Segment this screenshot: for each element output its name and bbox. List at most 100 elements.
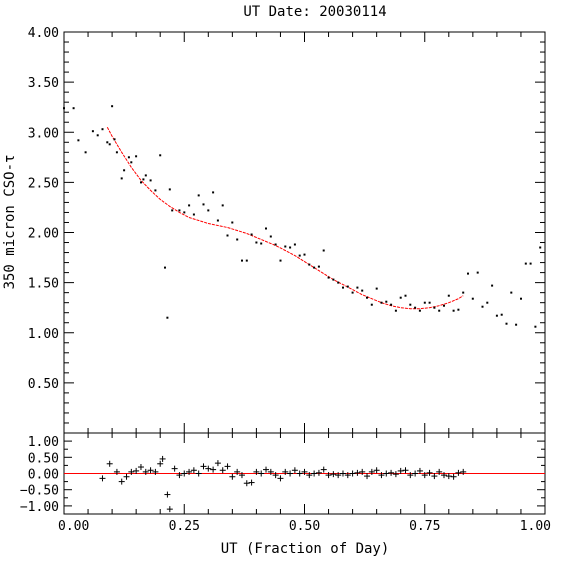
data-point xyxy=(115,151,118,154)
residual-point xyxy=(195,470,202,477)
residual-point xyxy=(210,466,217,473)
main-plot-panel: 4.00 3.50 3.00 2.50 2.00 1.50 1.00 0.50 xyxy=(28,26,546,434)
data-point xyxy=(197,194,200,197)
x-tick-label: 0.25 xyxy=(169,519,200,534)
data-point xyxy=(366,296,368,299)
data-point xyxy=(265,227,267,230)
main-y-tick-label: 1.50 xyxy=(28,277,59,292)
data-point xyxy=(524,262,527,265)
data-point xyxy=(486,301,489,304)
residual-point xyxy=(306,472,313,479)
data-point xyxy=(111,105,114,108)
residual-point xyxy=(287,470,294,477)
data-point xyxy=(159,154,162,157)
data-point xyxy=(433,306,436,309)
residual-y-tick-label: 1.00 xyxy=(28,435,59,450)
residual-point xyxy=(229,473,236,480)
data-point xyxy=(123,169,126,172)
fit-curve-line xyxy=(106,126,464,310)
data-point xyxy=(106,141,109,144)
data-point xyxy=(269,235,272,238)
residual-y-tick-label: −1.00 xyxy=(20,500,59,515)
residual-point xyxy=(412,470,419,477)
residual-point xyxy=(159,455,166,462)
residual-point xyxy=(339,470,346,477)
data-point xyxy=(140,181,142,184)
data-point xyxy=(245,259,248,262)
residual-point xyxy=(152,468,159,475)
data-point xyxy=(142,178,145,181)
data-point xyxy=(221,204,224,207)
residual-point xyxy=(421,472,428,479)
residual-point xyxy=(282,468,289,475)
residual-point xyxy=(267,468,274,475)
data-point xyxy=(241,259,243,262)
data-point xyxy=(168,188,171,191)
data-point xyxy=(438,309,441,312)
residual-point xyxy=(344,472,351,479)
data-point xyxy=(399,296,402,299)
fit-curve xyxy=(106,126,464,310)
residual-point xyxy=(253,468,260,475)
data-point xyxy=(375,287,378,290)
data-point xyxy=(188,204,191,207)
data-point xyxy=(529,262,532,265)
residual-points xyxy=(99,455,467,513)
data-point xyxy=(447,294,450,297)
residual-point xyxy=(123,473,130,480)
main-y-tick-label: 2.50 xyxy=(28,176,59,191)
data-point xyxy=(72,107,75,110)
residual-point xyxy=(133,467,140,474)
data-point xyxy=(127,156,130,159)
data-point xyxy=(471,297,474,300)
residual-point xyxy=(436,468,443,475)
residual-y-tick-label: 0.00 xyxy=(28,468,59,483)
y-axis-title: 350 micron CSO-τ xyxy=(2,155,18,290)
data-point xyxy=(443,304,445,307)
data-point xyxy=(274,243,277,246)
residual-point xyxy=(263,466,270,473)
residual-point xyxy=(368,468,375,475)
chart-title: UT Date: 20030114 xyxy=(243,4,386,20)
x-tick-label: 0.50 xyxy=(289,519,320,534)
residual-point xyxy=(402,467,409,474)
residual-point xyxy=(113,468,120,475)
data-point xyxy=(539,246,542,249)
residual-point xyxy=(315,469,322,476)
data-point xyxy=(113,138,116,141)
data-point xyxy=(394,309,397,312)
residual-point xyxy=(335,472,342,479)
data-point xyxy=(284,245,287,248)
data-point xyxy=(423,301,426,304)
residual-point xyxy=(142,468,149,475)
residual-point xyxy=(455,469,462,476)
data-point xyxy=(428,301,431,304)
residual-point xyxy=(460,468,467,475)
residual-point xyxy=(99,475,106,482)
residual-point xyxy=(147,467,154,474)
residual-point xyxy=(234,468,241,475)
residual-point xyxy=(248,479,255,486)
data-point xyxy=(452,309,455,312)
residual-plot-panel: 1.000.500.00−0.50−1.000.00 0.25 0.50 0.75 1.… xyxy=(20,432,551,534)
data-point xyxy=(178,209,181,212)
data-point xyxy=(342,286,344,289)
data-point xyxy=(418,309,421,312)
data-point xyxy=(164,266,166,269)
data-point xyxy=(84,151,87,154)
data-point xyxy=(520,297,522,300)
data-point xyxy=(202,203,205,206)
residual-point xyxy=(392,471,399,478)
residual-point xyxy=(407,472,414,479)
data-point xyxy=(63,107,65,110)
data-point xyxy=(337,281,340,284)
main-y-tick-label: 3.50 xyxy=(28,76,59,91)
data-point xyxy=(149,179,152,182)
data-points xyxy=(63,105,542,328)
residual-point xyxy=(349,470,356,477)
data-point xyxy=(166,316,169,319)
residual-point xyxy=(219,467,226,474)
main-y-tick-label: 2.00 xyxy=(28,227,59,242)
data-point xyxy=(260,242,263,245)
